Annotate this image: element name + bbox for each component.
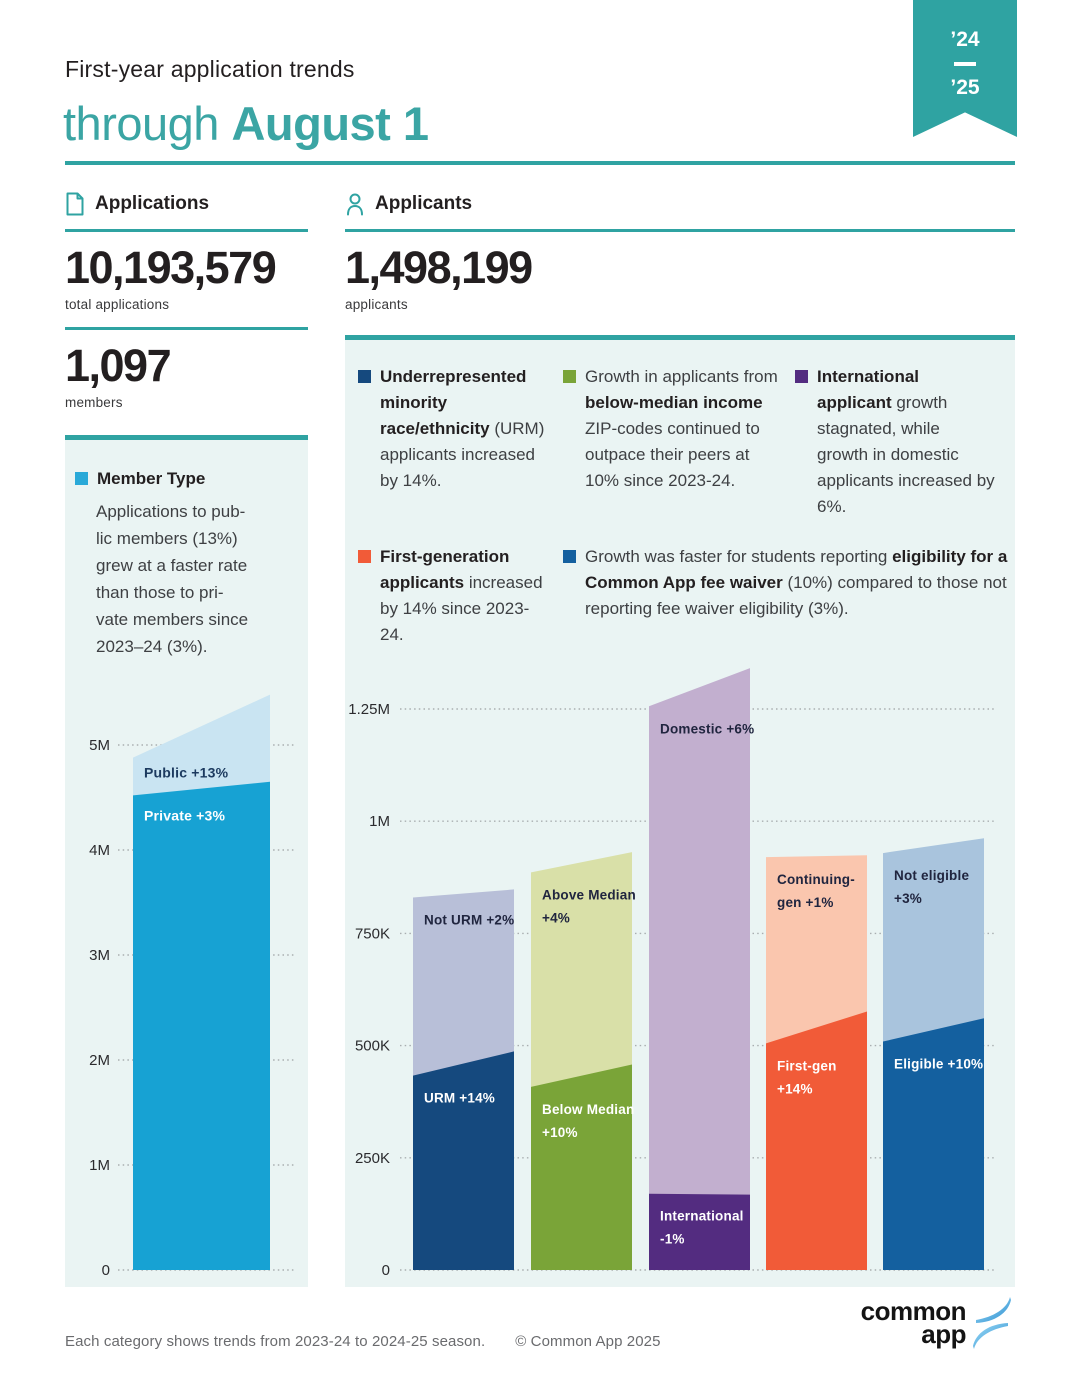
applications-header: Applications (65, 192, 308, 216)
applicants-panel: Underrepresented minority race/ethnicity… (345, 335, 1015, 1287)
ribbon-dash (954, 62, 976, 66)
member-type-panel: Member Type Applications to pub- lic mem… (65, 435, 308, 1287)
svg-text:International: International (660, 1209, 744, 1224)
bullet-square (563, 370, 576, 383)
svg-text:First-gen: First-gen (777, 1058, 837, 1073)
svg-text:Not URM +2%: Not URM +2% (424, 912, 514, 927)
svg-text:0: 0 (102, 1262, 110, 1279)
applications-underline (65, 229, 308, 232)
bullet-international: International applicant growth stagnated… (795, 364, 995, 520)
members-sublabel: members (65, 395, 123, 410)
applications-sublabel: total applications (65, 297, 170, 312)
svg-text:gen +1%: gen +1% (777, 895, 834, 910)
svg-text:Above Median: Above Median (542, 887, 636, 902)
members-underline (65, 327, 308, 330)
svg-text:Not eligible: Not eligible (894, 868, 969, 883)
svg-text:1M: 1M (89, 1157, 110, 1174)
svg-text:5M: 5M (89, 737, 110, 754)
bullet-urm: Underrepresented minority race/ethnicity… (358, 364, 550, 494)
svg-text:Below Median: Below Median (542, 1102, 634, 1117)
svg-text:1M: 1M (369, 813, 390, 830)
svg-text:-1%: -1% (660, 1232, 685, 1247)
header-divider (65, 161, 1015, 165)
members-stat: 1,097 members (65, 327, 308, 410)
member-type-bullet-square (75, 472, 88, 485)
applicants-label: Applicants (375, 193, 473, 214)
applicants-header: Applicants (345, 192, 1015, 216)
page-title: through August 1 (63, 96, 429, 151)
svg-text:+10%: +10% (542, 1125, 578, 1140)
ribbon-year-top: ’24 (950, 28, 980, 51)
svg-text:+3%: +3% (894, 891, 922, 906)
bullet-square (358, 370, 371, 383)
applicant-groups-chart: 1.25M 1M 750K 500K 250K 0 Not URM +2% URM +14% A… (348, 668, 995, 1279)
svg-text:250K: 250K (355, 1150, 390, 1167)
document-icon (65, 192, 85, 216)
svg-text:+14%: +14% (777, 1081, 813, 1096)
applicants-value: 1,498,199 (345, 242, 533, 293)
svg-text:+4%: +4% (542, 910, 570, 925)
svg-text:Eligible +10%: Eligible +10% (894, 1057, 983, 1072)
svg-text:Private +3%: Private +3% (144, 807, 226, 823)
bullet-fee-waiver: Growth was faster for students reporting… (563, 544, 1008, 622)
bullet-square (358, 550, 371, 563)
season-ribbon: ’24 ’25 (913, 0, 1017, 137)
bullet-square (795, 370, 808, 383)
common-app-logo-text: common app (860, 1296, 967, 1349)
applications-value: 10,193,579 (65, 242, 277, 293)
title-bold: August 1 (231, 97, 429, 150)
svg-text:1.25M: 1.25M (348, 701, 390, 718)
member-type-bullet: Member Type (75, 466, 300, 492)
footer-copyright: © Common App 2025 (515, 1333, 661, 1350)
svg-text:URM +14%: URM +14% (424, 1091, 495, 1106)
member-type-title: Member Type (97, 469, 206, 488)
bullet-first-gen: First-generation applicants increased by… (358, 544, 550, 648)
members-value: 1,097 (65, 340, 172, 391)
member-type-chart: 5M 4M 3M 2M 1M 0 Public +13% Private +3% (89, 694, 296, 1279)
svg-text:2M: 2M (89, 1052, 110, 1069)
bullet-square (563, 550, 576, 563)
page-kicker: First-year application trends (65, 56, 355, 82)
footer-text: Each category shows trends from 2023-24 … (65, 1333, 486, 1350)
svg-text:500K: 500K (355, 1038, 390, 1055)
common-app-logo-icon (971, 1296, 1013, 1350)
applicants-underline (345, 229, 1015, 232)
applicants-stat: Applicants 1,498,199 applicants (345, 192, 1015, 312)
svg-text:0: 0 (382, 1262, 390, 1279)
svg-text:Domestic +6%: Domestic +6% (660, 721, 754, 736)
title-regular: through (63, 97, 232, 150)
footer-note: Each category shows trends from 2023-24 … (65, 1333, 661, 1350)
svg-text:Continuing-: Continuing- (777, 872, 855, 887)
bullet-income: Growth in applicants from below-median i… (563, 364, 785, 494)
ribbon-year-bottom: ’25 (950, 76, 980, 99)
person-icon (345, 192, 365, 216)
svg-text:3M: 3M (89, 947, 110, 964)
member-type-text: Applications to pub- lic members (13%) g… (96, 502, 249, 656)
svg-text:Public +13%: Public +13% (144, 765, 229, 781)
applications-stat: Applications 10,193,579 total applicatio… (65, 192, 308, 312)
applications-label: Applications (95, 193, 210, 214)
svg-text:750K: 750K (355, 925, 390, 942)
applicants-sublabel: applicants (345, 297, 408, 312)
common-app-logo: common app (855, 1296, 1013, 1350)
svg-text:4M: 4M (89, 842, 110, 859)
